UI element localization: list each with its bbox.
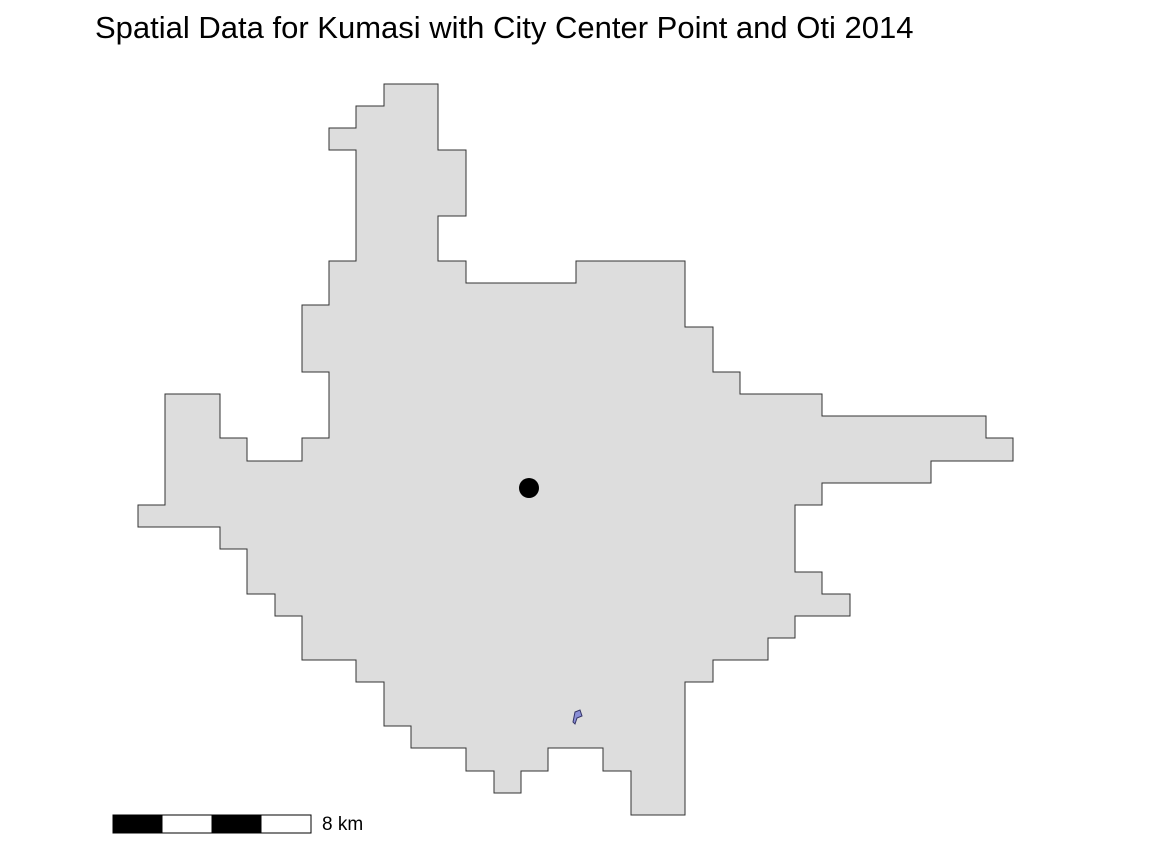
city-center-point — [519, 478, 539, 498]
scale-bar-segment-2 — [161, 814, 213, 834]
scale-bar-segment-3 — [211, 814, 262, 834]
scale-bar-label: 8 km — [322, 814, 364, 835]
oti-2014-polygon — [572, 709, 583, 725]
scale-bar — [112, 814, 312, 834]
kumasi-boundary — [137, 83, 1014, 816]
scale-bar-segment-1 — [112, 814, 163, 834]
scale-bar-segment-4 — [260, 814, 312, 834]
map-title: Spatial Data for Kumasi with City Center… — [95, 10, 914, 45]
